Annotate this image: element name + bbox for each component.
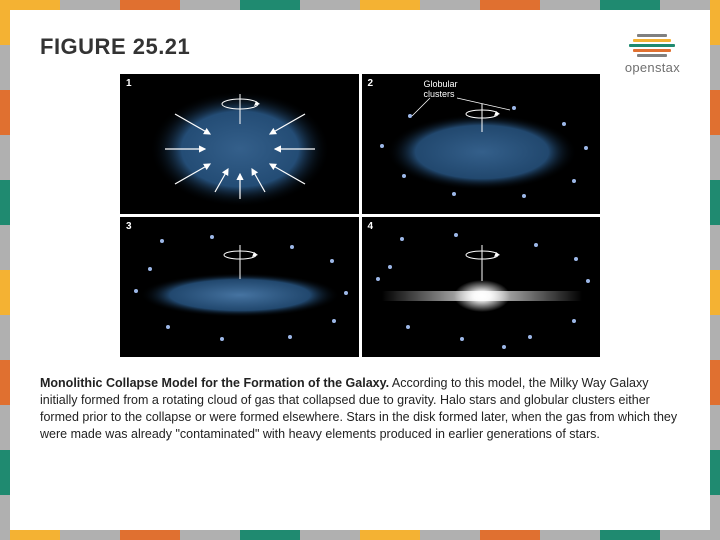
panel-2-label: Globularclusters: [424, 80, 458, 100]
panel-3: 3: [120, 217, 359, 357]
panel-3-number: 3: [126, 221, 132, 232]
panel-1-svg: [120, 74, 359, 214]
border-top: [0, 0, 720, 10]
caption-title: Monolithic Collapse Model for the Format…: [40, 376, 389, 390]
openstax-logo: openstax: [625, 34, 680, 75]
figure-title: FIGURE 25.21: [40, 34, 680, 60]
panel-3-svg: [120, 217, 359, 357]
panel-4: 4: [362, 217, 601, 357]
panel-1-number: 1: [126, 78, 132, 89]
figure-caption: Monolithic Collapse Model for the Format…: [40, 375, 680, 443]
panel-4-svg: [362, 217, 601, 357]
panel-2-svg: [362, 74, 601, 214]
logo-text: openstax: [625, 60, 680, 75]
panel-4-number: 4: [368, 221, 374, 232]
panel-2-number: 2: [368, 78, 374, 89]
border-right: [710, 0, 720, 540]
border-left: [0, 0, 10, 540]
border-bottom: [0, 530, 720, 540]
panel-1: 1: [120, 74, 359, 214]
panel-2: 2 Globularclusters: [362, 74, 601, 214]
logo-stack-icon: [629, 34, 675, 57]
slide-content: openstax FIGURE 25.21 1: [10, 10, 710, 530]
figure-panels: 1: [120, 74, 600, 357]
